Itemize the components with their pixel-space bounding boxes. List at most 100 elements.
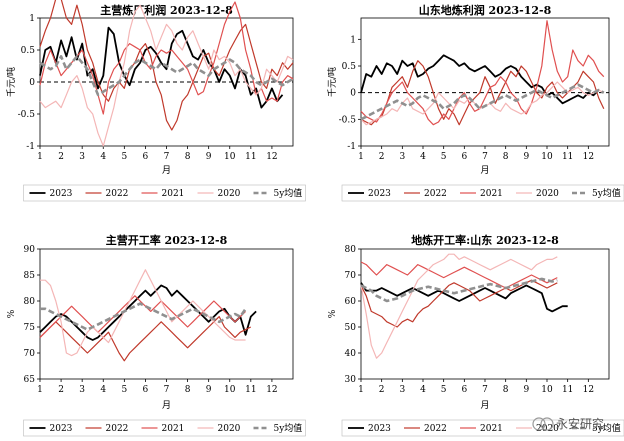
y-axis-label: 千元/吨 bbox=[326, 67, 338, 97]
x-tick-label: 2 bbox=[379, 152, 385, 162]
x-tick-label: 2 bbox=[379, 385, 385, 395]
y-tick-label: 0 bbox=[29, 78, 35, 88]
y-tick-label: 40 bbox=[345, 349, 357, 359]
y-axis-label: % bbox=[328, 309, 338, 318]
x-tick-label: 1 bbox=[37, 152, 43, 162]
series-line-2021 bbox=[39, 1, 294, 115]
series-line-2021 bbox=[360, 261, 558, 289]
legend-label: 2023 bbox=[368, 189, 391, 199]
y-tick-label: 0.5 bbox=[21, 46, 36, 56]
x-tick-label: 4 bbox=[100, 152, 106, 162]
x-tick-label: 8 bbox=[503, 152, 509, 162]
legend-label: 2020 bbox=[536, 424, 559, 434]
legend-label: 2021 bbox=[480, 424, 503, 434]
legend-label: 5y均值 bbox=[274, 422, 303, 434]
y-tick-label: 30 bbox=[345, 375, 357, 385]
series-line-2022 bbox=[39, 0, 294, 131]
y-tick-label: 0 bbox=[350, 89, 356, 99]
legend-label: 2020 bbox=[218, 424, 241, 434]
legend-label: 2022 bbox=[424, 189, 447, 199]
series-line-2020 bbox=[39, 4, 294, 147]
x-tick-label: 8 bbox=[185, 385, 191, 395]
x-tick-label: 11 bbox=[245, 385, 256, 395]
y-tick-label: 0.5 bbox=[342, 62, 357, 72]
x-tick-label: 11 bbox=[562, 385, 573, 395]
plot-frame bbox=[360, 248, 610, 380]
legend-label: 2020 bbox=[536, 189, 559, 199]
x-tick-label: 3 bbox=[399, 385, 405, 395]
y-tick-label: 70 bbox=[24, 349, 36, 359]
x-tick-label: 6 bbox=[143, 385, 149, 395]
x-tick-label: 4 bbox=[420, 385, 426, 395]
x-tick-label: 4 bbox=[100, 385, 106, 395]
x-tick-label: 6 bbox=[461, 385, 467, 395]
x-tick-label: 2 bbox=[58, 152, 64, 162]
x-tick-label: 8 bbox=[503, 385, 509, 395]
x-tick-label: 5 bbox=[121, 152, 127, 162]
y-tick-label: 60 bbox=[345, 297, 357, 307]
chart-2: 山东地炼利润 2023-12-8-1-0.500.511 2 3 4 5 6 7 8 9 10 11… bbox=[326, 3, 624, 202]
x-tick-label: 1 bbox=[37, 385, 43, 395]
y-tick-label: 50 bbox=[345, 323, 357, 333]
y-tick-label: 80 bbox=[24, 297, 36, 307]
x-tick-label: 9 bbox=[523, 385, 529, 395]
series-line-2022 bbox=[39, 316, 252, 362]
x-tick-label: 6 bbox=[461, 152, 467, 162]
legend-label: 5y均值 bbox=[274, 187, 303, 199]
series-line-5y均值 bbox=[39, 55, 294, 97]
series-line-5y均值 bbox=[360, 83, 605, 121]
x-tick-label: 12 bbox=[266, 152, 277, 162]
y-tick-label: -0.5 bbox=[339, 115, 357, 125]
legend-label: 2021 bbox=[162, 189, 185, 199]
x-tick-label: 5 bbox=[121, 385, 127, 395]
legend-box bbox=[23, 419, 306, 437]
x-tick-label: 10 bbox=[224, 385, 236, 395]
x-axis-label: 月 bbox=[480, 165, 489, 176]
y-tick-label: 90 bbox=[24, 245, 36, 255]
plot-frame bbox=[39, 248, 294, 380]
x-tick-label: 3 bbox=[79, 385, 85, 395]
legend-label: 2023 bbox=[368, 424, 391, 434]
x-tick-label: 10 bbox=[224, 152, 236, 162]
y-tick-label: 85 bbox=[24, 271, 36, 281]
x-tick-label: 1 bbox=[358, 152, 364, 162]
x-tick-label: 6 bbox=[143, 152, 149, 162]
legend-label: 2022 bbox=[106, 424, 129, 434]
legend-label: 2023 bbox=[50, 189, 73, 199]
legend-label: 2021 bbox=[162, 424, 185, 434]
x-tick-label: 12 bbox=[583, 152, 594, 162]
x-tick-label: 9 bbox=[206, 152, 212, 162]
chart-title: 地炼开工率:山东 2023-12-8 bbox=[411, 233, 559, 247]
x-tick-label: 3 bbox=[79, 152, 85, 162]
legend-label: 5y均值 bbox=[592, 187, 621, 199]
legend-label: 2021 bbox=[480, 189, 503, 199]
x-tick-label: 8 bbox=[185, 152, 191, 162]
y-tick-label: -0.5 bbox=[18, 110, 36, 120]
x-tick-label: 10 bbox=[541, 385, 553, 395]
x-tick-label: 7 bbox=[482, 152, 488, 162]
x-tick-label: 2 bbox=[58, 385, 64, 395]
legend-box bbox=[341, 419, 624, 437]
series-line-2022 bbox=[360, 60, 605, 126]
legend-box bbox=[341, 184, 624, 202]
chart-title: 主营开工率 2023-12-8 bbox=[106, 233, 228, 247]
x-axis-label: 月 bbox=[162, 400, 171, 411]
x-tick-label: 3 bbox=[399, 152, 405, 162]
series-line-2023 bbox=[39, 284, 257, 341]
x-tick-label: 9 bbox=[523, 152, 529, 162]
series-line-2021 bbox=[360, 20, 605, 126]
legend-label: 5y均值 bbox=[592, 422, 621, 434]
x-axis-label: 月 bbox=[480, 400, 489, 411]
y-tick-label: 65 bbox=[24, 375, 36, 385]
legend-label: 2020 bbox=[218, 189, 241, 199]
x-tick-label: 12 bbox=[583, 385, 594, 395]
series-line-5y均值 bbox=[40, 302, 247, 331]
legend-label: 2022 bbox=[106, 189, 129, 199]
series-line-2023 bbox=[360, 282, 568, 313]
y-tick-label: -1 bbox=[26, 142, 35, 152]
x-tick-label: 11 bbox=[245, 152, 256, 162]
x-tick-label: 12 bbox=[266, 385, 277, 395]
